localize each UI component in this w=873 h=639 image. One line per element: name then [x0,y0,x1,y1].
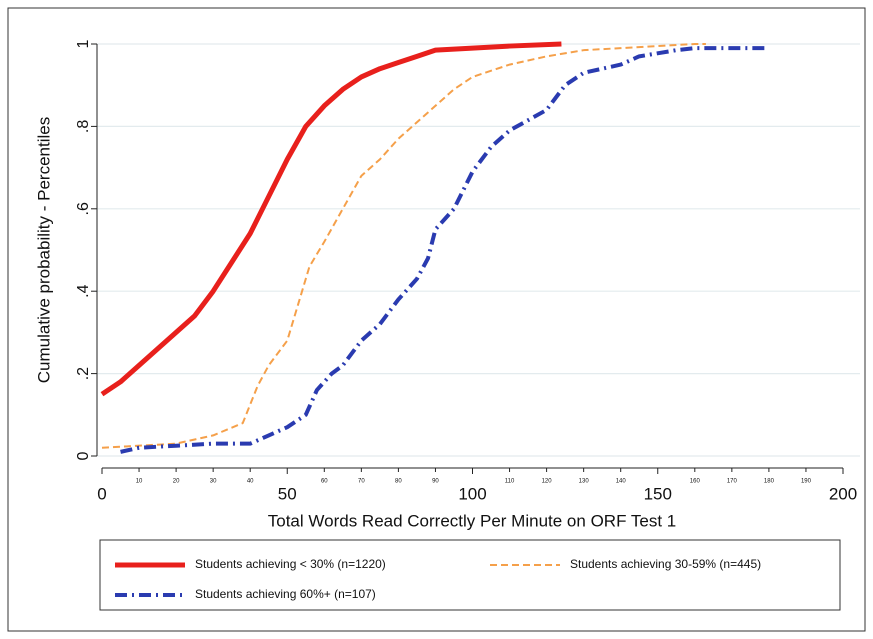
series-line [100,41,562,397]
y-tick-label: .2 [75,367,92,380]
y-tick-label: .6 [75,202,92,215]
x-minor-tick-label: 160 [690,479,701,485]
legend-box [99,539,841,611]
x-tick-label: 50 [278,484,297,503]
y-tick-label: 1 [75,39,92,48]
x-minor-tick-label: 170 [727,479,738,485]
x-minor-tick-label: 10 [136,479,143,485]
x-minor-tick-label: 120 [542,479,553,485]
x-minor-tick-label: 70 [358,479,365,485]
y-axis-title: Cumulative probability - Percentiles [34,117,53,383]
legend-label: Students achieving < 30% (n=1220) [195,557,386,571]
x-minor-tick-label: 130 [579,479,590,485]
legend-label: Students achieving 60%+ (n=107) [195,587,376,601]
x-tick-label: 200 [829,484,857,503]
x-tick-label: 150 [644,484,672,503]
x-tick-label: 100 [458,484,486,503]
y-tick-label: .8 [75,120,92,133]
legend-label: Students achieving 30-59% (n=445) [570,557,761,571]
frame [7,7,866,632]
y-tick-label: .4 [75,284,92,297]
x-tick-label: 0 [97,484,106,503]
series-line [120,46,769,454]
y-tick-label: 0 [75,451,92,460]
x-minor-tick-label: 20 [173,479,180,485]
x-minor-tick-label: 190 [801,479,812,485]
x-minor-tick-label: 30 [210,479,217,485]
x-minor-tick-label: 60 [321,479,328,485]
x-axis-title: Total Words Read Correctly Per Minute on… [268,511,676,530]
x-minor-tick-label: 180 [764,479,775,485]
x-minor-tick-label: 40 [247,479,254,485]
x-minor-tick-label: 80 [395,479,402,485]
series-line [101,43,706,449]
x-minor-tick-label: 140 [616,479,627,485]
x-minor-tick-label: 110 [505,479,515,485]
x-minor-tick-label: 90 [432,479,439,485]
